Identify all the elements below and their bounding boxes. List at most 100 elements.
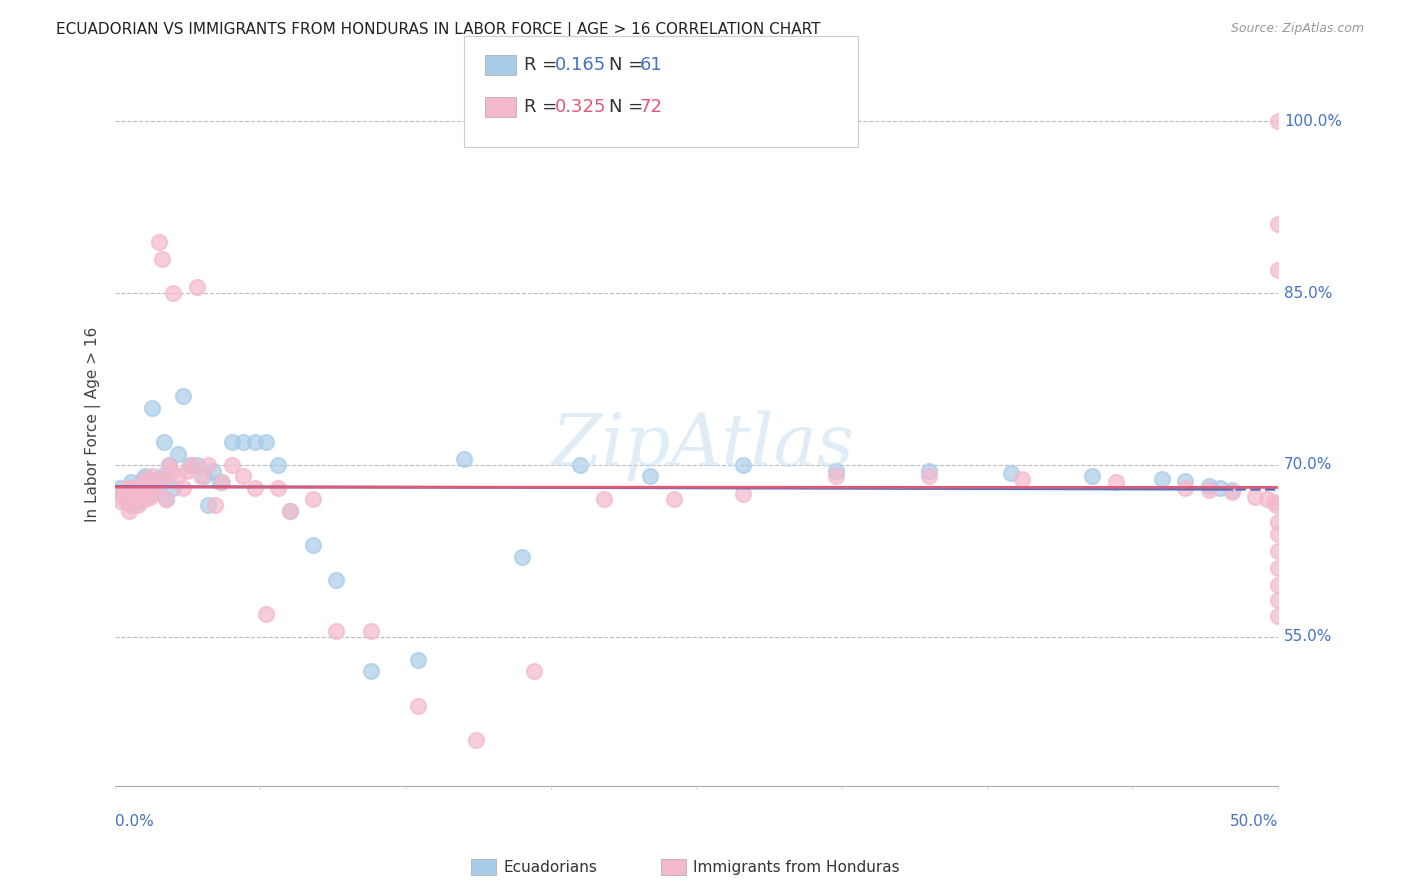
Text: R =: R = (524, 56, 564, 74)
Point (254, 435, 277, 450)
Y-axis label: In Labor Force | Age > 16: In Labor Force | Age > 16 (86, 327, 101, 523)
Point (162, 481, 184, 495)
Point (172, 481, 194, 495)
Point (167, 469, 190, 483)
Point (134, 469, 156, 483)
Text: 0.325: 0.325 (555, 98, 607, 116)
Point (825, 464, 848, 478)
Point (157, 458, 180, 472)
Point (733, 486, 755, 500)
Text: Ecuadorians: Ecuadorians (503, 860, 598, 874)
Point (167, 446, 190, 460)
Point (1174, 474, 1197, 488)
Point (453, 452, 475, 467)
Point (569, 458, 592, 472)
Text: Source: ZipAtlas.com: Source: ZipAtlas.com (1230, 22, 1364, 36)
Text: 0.0%: 0.0% (115, 814, 153, 830)
Point (211, 475, 233, 490)
Text: 85.0%: 85.0% (1284, 285, 1333, 301)
Point (139, 490, 162, 504)
Point (143, 475, 166, 490)
Point (122, 492, 145, 507)
Point (1267, 114, 1289, 128)
Point (325, 573, 347, 587)
Point (1267, 544, 1289, 558)
Point (1267, 263, 1289, 277)
Point (1209, 481, 1232, 495)
Point (134, 481, 156, 495)
Text: 100.0%: 100.0% (1284, 114, 1343, 128)
Point (155, 492, 177, 507)
Point (592, 492, 614, 507)
Text: Immigrants from Honduras: Immigrants from Honduras (693, 860, 900, 874)
Point (464, 732, 486, 747)
Point (1081, 469, 1104, 483)
Point (918, 464, 941, 478)
Point (141, 401, 163, 415)
Point (1267, 515, 1289, 529)
Point (121, 475, 143, 490)
Point (179, 458, 201, 472)
Text: 70.0%: 70.0% (1284, 458, 1333, 473)
Point (155, 492, 177, 507)
Point (127, 483, 149, 498)
Point (278, 504, 301, 518)
Point (157, 458, 180, 472)
Point (197, 498, 219, 512)
Point (141, 469, 163, 483)
Point (825, 469, 848, 483)
Point (232, 435, 254, 450)
Point (1244, 490, 1267, 504)
Point (176, 464, 198, 478)
Point (1011, 472, 1033, 486)
Point (190, 469, 212, 483)
Point (918, 469, 941, 483)
Text: 0.165: 0.165 (555, 56, 606, 74)
Point (125, 492, 148, 507)
Point (111, 494, 134, 508)
Point (150, 252, 173, 266)
Text: 61: 61 (640, 56, 662, 74)
Point (127, 494, 149, 508)
Point (122, 490, 145, 504)
Point (172, 389, 194, 403)
Point (208, 475, 231, 490)
Point (278, 504, 301, 518)
Text: ECUADORIAN VS IMMIGRANTS FROM HONDURAS IN LABOR FORCE | AGE > 16 CORRELATION CHA: ECUADORIAN VS IMMIGRANTS FROM HONDURAS I… (56, 22, 821, 38)
Point (143, 481, 166, 495)
Point (1267, 561, 1289, 575)
Point (1265, 498, 1288, 512)
Point (132, 485, 155, 500)
Point (325, 624, 347, 638)
Point (1000, 466, 1022, 480)
Point (221, 458, 243, 472)
Point (146, 481, 169, 495)
Point (193, 469, 215, 483)
Point (1267, 609, 1289, 624)
Point (121, 498, 143, 512)
Text: ZipAtlas: ZipAtlas (551, 410, 855, 482)
Point (1263, 494, 1285, 508)
Point (162, 286, 184, 301)
Point (186, 458, 208, 472)
Point (150, 469, 173, 483)
Point (267, 458, 290, 472)
Point (406, 698, 429, 713)
Point (134, 472, 156, 486)
Text: N =: N = (609, 56, 648, 74)
Point (201, 464, 224, 478)
Point (510, 549, 533, 564)
Point (197, 458, 219, 472)
Text: 50.0%: 50.0% (1230, 814, 1278, 830)
Point (360, 624, 382, 638)
Point (243, 435, 266, 450)
Point (1174, 481, 1197, 495)
Text: 72: 72 (640, 98, 662, 116)
Point (136, 478, 159, 492)
Point (148, 235, 170, 249)
Point (122, 481, 145, 495)
Point (134, 492, 156, 507)
Point (181, 458, 204, 472)
Point (108, 486, 131, 500)
Point (254, 607, 277, 621)
